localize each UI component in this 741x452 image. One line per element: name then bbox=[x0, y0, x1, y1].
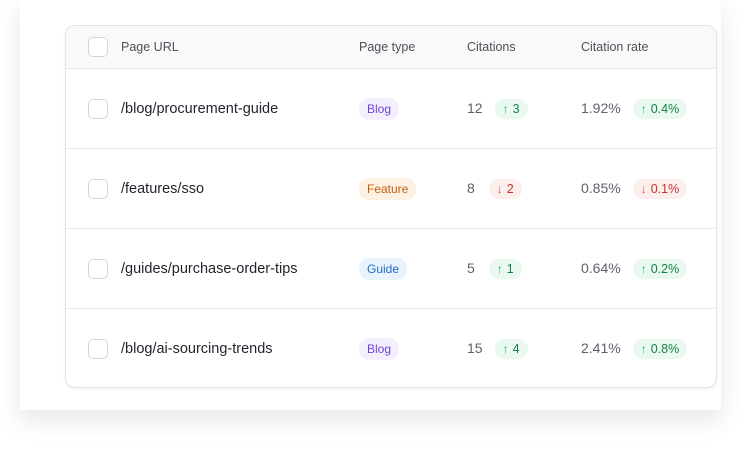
row-checkbox[interactable] bbox=[88, 258, 108, 279]
rate-value: 0.64% bbox=[581, 259, 621, 276]
citations-delta: 2 bbox=[506, 181, 514, 196]
row-checkbox[interactable] bbox=[88, 339, 108, 359]
rate-value: 0.85% bbox=[581, 179, 621, 196]
table-row[interactable]: /guides/purchase-order-tips Guide 5 ↑ 1 0.… bbox=[66, 229, 716, 309]
page-type-badge: Blog bbox=[359, 338, 400, 360]
citations-value: 5 bbox=[467, 259, 475, 276]
arrow-up-icon: ↑ bbox=[640, 101, 647, 116]
citations-cell: 8 ↓ 2 bbox=[467, 178, 522, 199]
column-header-url[interactable]: Page URL bbox=[121, 40, 179, 54]
page-url[interactable]: /features/sso bbox=[121, 180, 205, 197]
citations-value: 12 bbox=[467, 99, 483, 116]
rate-delta: 0.1% bbox=[650, 181, 680, 196]
arrow-down-icon: ↓ bbox=[496, 181, 503, 196]
rate-delta-badge: ↑ 0.2% bbox=[632, 258, 688, 279]
rate-cell: 2.41% ↑ 0.8% bbox=[581, 339, 688, 359]
table-header: Page URL Page type Citations Citation ra… bbox=[66, 26, 716, 69]
column-header-rate[interactable]: Citation rate bbox=[581, 40, 649, 54]
table-row[interactable]: /blog/procurement-guide Blog 12 ↑ 3 1.92% ↑… bbox=[66, 69, 716, 149]
citations-cell: 15 ↑ 4 bbox=[467, 339, 528, 359]
arrow-up-icon: ↑ bbox=[502, 101, 509, 116]
rate-value: 1.92% bbox=[581, 99, 621, 116]
citations-delta-badge: ↑ 1 bbox=[488, 258, 522, 279]
panel: Page URL Page type Citations Citation ra… bbox=[20, 0, 721, 410]
citations-delta: 3 bbox=[512, 101, 520, 116]
table-row[interactable]: /blog/ai-sourcing-trends Blog 15 ↑ 4 2.41%… bbox=[66, 309, 716, 387]
citations-value: 15 bbox=[467, 340, 483, 356]
page-url[interactable]: /blog/procurement-guide bbox=[121, 100, 279, 117]
citations-delta: 4 bbox=[512, 342, 520, 356]
citations-cell: 5 ↑ 1 bbox=[467, 258, 522, 279]
arrow-down-icon: ↓ bbox=[640, 181, 647, 196]
rate-value: 2.41% bbox=[581, 340, 621, 356]
rate-cell: 0.64% ↑ 0.2% bbox=[581, 258, 688, 279]
citations-delta: 1 bbox=[506, 261, 514, 276]
rate-delta: 0.8% bbox=[650, 342, 680, 356]
rate-delta-badge: ↑ 0.8% bbox=[632, 339, 688, 359]
rate-delta: 0.4% bbox=[650, 101, 680, 116]
pages-table: Page URL Page type Citations Citation ra… bbox=[65, 25, 717, 388]
page-type-badge: Guide bbox=[359, 257, 408, 280]
rate-delta-badge: ↓ 0.1% bbox=[632, 178, 688, 199]
arrow-up-icon: ↑ bbox=[496, 261, 503, 276]
arrow-up-icon: ↑ bbox=[502, 342, 509, 356]
arrow-up-icon: ↑ bbox=[640, 342, 647, 356]
select-all-checkbox[interactable] bbox=[88, 37, 108, 57]
rate-cell: 1.92% ↑ 0.4% bbox=[581, 98, 688, 119]
rate-cell: 0.85% ↓ 0.1% bbox=[581, 178, 688, 199]
table-row[interactable]: /features/sso Feature 8 ↓ 2 0.85% ↓ 0.1% bbox=[66, 149, 716, 229]
page-url[interactable]: /guides/purchase-order-tips bbox=[121, 260, 298, 277]
citations-value: 8 bbox=[467, 179, 475, 196]
citations-delta-badge: ↑ 3 bbox=[494, 98, 528, 119]
page-type-badge: Blog bbox=[359, 97, 400, 120]
citations-delta-badge: ↓ 2 bbox=[488, 178, 522, 199]
column-header-type[interactable]: Page type bbox=[359, 40, 416, 54]
rate-delta: 0.2% bbox=[650, 261, 680, 276]
page-type-badge: Feature bbox=[359, 177, 417, 200]
citations-delta-badge: ↑ 4 bbox=[494, 339, 528, 359]
row-checkbox[interactable] bbox=[88, 98, 108, 119]
row-checkbox[interactable] bbox=[88, 178, 108, 199]
column-header-citations[interactable]: Citations bbox=[467, 40, 516, 54]
arrow-up-icon: ↑ bbox=[640, 261, 647, 276]
rate-delta-badge: ↑ 0.4% bbox=[632, 98, 688, 119]
page-url[interactable]: /blog/ai-sourcing-trends bbox=[121, 341, 273, 357]
citations-cell: 12 ↑ 3 bbox=[467, 98, 528, 119]
